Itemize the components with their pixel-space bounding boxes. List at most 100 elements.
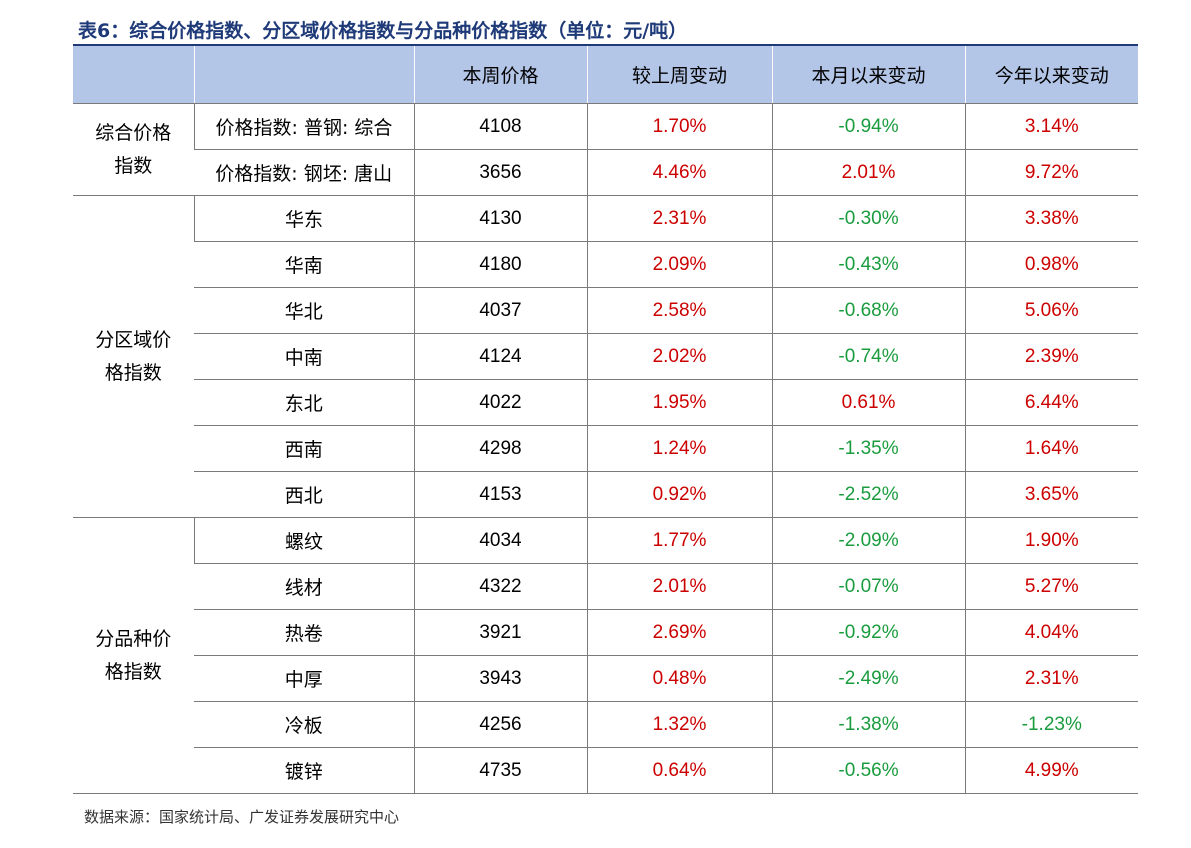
group-label: 分区域价 格指数 bbox=[73, 195, 194, 518]
item-name: 华北 bbox=[194, 287, 414, 334]
cell-mtd: -1.38% bbox=[771, 701, 965, 748]
cell-ytd: 2.39% bbox=[964, 333, 1138, 380]
cell-wow: 2.31% bbox=[586, 195, 772, 242]
item-name: 价格指数: 钢坯: 唐山 bbox=[194, 149, 414, 196]
header-price: 本周价格 bbox=[413, 46, 587, 104]
item-name: 螺纹 bbox=[193, 517, 414, 564]
group-label-line: 指数 bbox=[114, 154, 153, 177]
cell-wow: 1.95% bbox=[586, 379, 772, 426]
cell-wow: 0.48% bbox=[586, 655, 772, 702]
cell-price: 4037 bbox=[413, 287, 587, 334]
cell-mtd: -0.68% bbox=[771, 287, 965, 334]
table-row: 冷板 4256 1.32% -1.38% -1.23% bbox=[73, 701, 1138, 748]
item-name: 东北 bbox=[194, 379, 414, 426]
group-label-line: 格指数 bbox=[104, 361, 162, 384]
cell-mtd: -2.09% bbox=[771, 517, 965, 564]
table-row: 线材 4322 2.01% -0.07% 5.27% bbox=[73, 563, 1138, 610]
cell-wow: 2.01% bbox=[586, 563, 772, 610]
table-row: 西北 4153 0.92% -2.52% 3.65% bbox=[73, 471, 1138, 518]
cell-wow: 2.69% bbox=[586, 609, 772, 656]
cell-mtd: 2.01% bbox=[771, 149, 965, 196]
table-row: 分品种价 格指数 螺纹 4034 1.77% -2.09% 1.90% bbox=[73, 517, 1138, 794]
title-rule bbox=[73, 44, 1138, 46]
cell-ytd: 5.27% bbox=[964, 563, 1138, 610]
cell-ytd: 0.98% bbox=[964, 241, 1138, 288]
group-label-line: 综合价格 bbox=[95, 121, 172, 144]
cell-price: 4130 bbox=[413, 195, 587, 242]
table-title: 表6：综合价格指数、分区域价格指数与分品种价格指数（单位：元/吨） bbox=[78, 20, 688, 42]
header-row: 本周价格 较上周变动 本月以来变动 今年以来变动 bbox=[73, 46, 1138, 104]
table-row: 分区域价 格指数 华东 4130 2.31% -0.30% 3.38% bbox=[73, 195, 1138, 518]
table-row: 综合价格 指数 价格指数: 普钢: 综合 4108 1.70% -0.94% 3.14% bbox=[73, 103, 1138, 196]
item-name: 价格指数: 普钢: 综合 bbox=[193, 103, 414, 150]
item-name: 线材 bbox=[194, 563, 414, 610]
cell-wow: 1.32% bbox=[586, 701, 772, 748]
cell-wow: 2.09% bbox=[586, 241, 772, 288]
table-row: 价格指数: 钢坯: 唐山 3656 4.46% 2.01% 9.72% bbox=[73, 149, 1138, 196]
cell-price: 4256 bbox=[413, 701, 587, 748]
item-name: 中南 bbox=[194, 333, 414, 380]
group-label-line: 分区域价 bbox=[95, 328, 172, 351]
cell-price: 4153 bbox=[413, 471, 587, 518]
cell-ytd: 1.64% bbox=[964, 425, 1138, 472]
cell-price: 4124 bbox=[413, 333, 587, 380]
item-name: 热卷 bbox=[194, 609, 414, 656]
table-row: 中南 4124 2.02% -0.74% 2.39% bbox=[73, 333, 1138, 380]
cell-mtd: -2.49% bbox=[771, 655, 965, 702]
cell-mtd: -2.52% bbox=[771, 471, 965, 518]
table-body: 综合价格 指数 价格指数: 普钢: 综合 4108 1.70% -0.94% 3.14% 价格… bbox=[73, 103, 1138, 794]
table-row: 西南 4298 1.24% -1.35% 1.64% bbox=[73, 425, 1138, 472]
cell-mtd: -0.30% bbox=[771, 195, 965, 242]
item-name: 冷板 bbox=[194, 701, 414, 748]
cell-price: 4108 bbox=[413, 103, 587, 150]
cell-price: 4180 bbox=[413, 241, 587, 288]
table-row: 东北 4022 1.95% 0.61% 6.44% bbox=[73, 379, 1138, 426]
group-label: 分品种价 格指数 bbox=[73, 517, 194, 794]
item-name: 西南 bbox=[194, 425, 414, 472]
table-row: 镀锌 4735 0.64% -0.56% 4.99% bbox=[73, 747, 1138, 794]
source-note: 数据来源：国家统计局、广发证券发展研究中心 bbox=[84, 808, 400, 826]
cell-ytd: 1.90% bbox=[964, 517, 1138, 564]
cell-ytd: 4.99% bbox=[964, 747, 1138, 794]
cell-price: 4034 bbox=[413, 517, 587, 564]
item-name: 中厚 bbox=[194, 655, 414, 702]
table-row: 华南 4180 2.09% -0.43% 0.98% bbox=[73, 241, 1138, 288]
cell-mtd: -0.56% bbox=[771, 747, 965, 794]
header-item bbox=[193, 46, 414, 104]
cell-mtd: -0.07% bbox=[771, 563, 965, 610]
cell-ytd: 6.44% bbox=[964, 379, 1138, 426]
cell-mtd: 0.61% bbox=[771, 379, 965, 426]
item-name: 镀锌 bbox=[194, 747, 414, 794]
header-ytd: 今年以来变动 bbox=[964, 46, 1138, 104]
cell-ytd: 3.38% bbox=[964, 195, 1138, 242]
group-label: 综合价格 指数 bbox=[73, 103, 194, 196]
cell-wow: 2.02% bbox=[586, 333, 772, 380]
table-row: 热卷 3921 2.69% -0.92% 4.04% bbox=[73, 609, 1138, 656]
cell-price: 4022 bbox=[413, 379, 587, 426]
cell-mtd: -0.43% bbox=[771, 241, 965, 288]
cell-ytd: -1.23% bbox=[964, 701, 1138, 748]
cell-wow: 1.70% bbox=[586, 103, 772, 150]
cell-wow: 0.64% bbox=[586, 747, 772, 794]
cell-ytd: 3.14% bbox=[964, 103, 1138, 150]
cell-price: 3656 bbox=[413, 149, 587, 196]
cell-wow: 2.58% bbox=[586, 287, 772, 334]
price-index-table: 本周价格 较上周变动 本月以来变动 今年以来变动 综合价格 指数 价格指数: 普钢:… bbox=[73, 46, 1138, 794]
cell-mtd: -0.74% bbox=[771, 333, 965, 380]
cell-mtd: -0.94% bbox=[771, 103, 965, 150]
cell-price: 4298 bbox=[413, 425, 587, 472]
cell-price: 4735 bbox=[413, 747, 587, 794]
item-name: 华南 bbox=[194, 241, 414, 288]
cell-ytd: 3.65% bbox=[964, 471, 1138, 518]
cell-ytd: 5.06% bbox=[964, 287, 1138, 334]
cell-price: 3921 bbox=[413, 609, 587, 656]
cell-wow: 1.77% bbox=[586, 517, 772, 564]
header-mtd: 本月以来变动 bbox=[771, 46, 965, 104]
header-group bbox=[73, 46, 194, 104]
table-row: 中厚 3943 0.48% -2.49% 2.31% bbox=[73, 655, 1138, 702]
cell-wow: 0.92% bbox=[586, 471, 772, 518]
group-label-line: 分品种价 bbox=[95, 627, 172, 650]
header-wow: 较上周变动 bbox=[586, 46, 772, 104]
table-row: 华北 4037 2.58% -0.68% 5.06% bbox=[73, 287, 1138, 334]
item-name: 西北 bbox=[194, 471, 414, 518]
